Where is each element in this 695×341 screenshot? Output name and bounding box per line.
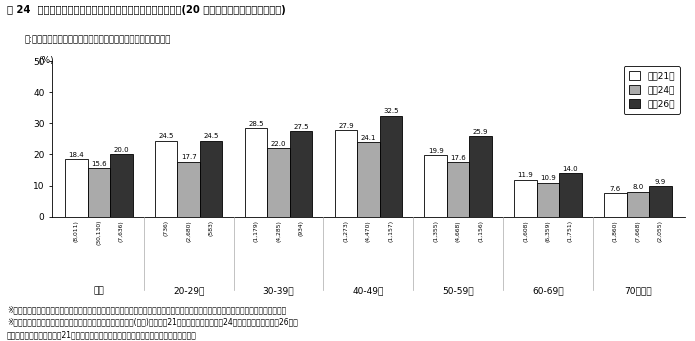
Text: 50-59歳: 50-59歳: [443, 286, 474, 295]
Text: (1,273): (1,273): [343, 220, 348, 242]
Text: (1,608): (1,608): [523, 220, 528, 242]
Bar: [200, 140, 222, 217]
Bar: [88, 168, 110, 217]
Legend: 平成21年, 平成24年, 平成26年: 平成21年, 平成24年, 平成26年: [623, 66, 680, 114]
Bar: [65, 160, 88, 217]
Text: (1,355): (1,355): [433, 220, 439, 242]
Text: 24.5: 24.5: [158, 133, 174, 139]
Bar: [245, 128, 268, 217]
Text: 24.1: 24.1: [361, 134, 376, 140]
Text: (1,860): (1,860): [613, 220, 618, 242]
Text: 図 24  睡眠で休養が十分にとれていない者の割合の年次比較(20 歳以上、男女計・年齢階級別): 図 24 睡眠で休養が十分にとれていない者の割合の年次比較(20 歳以上、男女計…: [7, 5, 286, 15]
Text: (6,359): (6,359): [546, 220, 550, 242]
Text: 22.0: 22.0: [271, 141, 286, 147]
Text: 25.9: 25.9: [473, 129, 489, 135]
Bar: [155, 140, 177, 217]
Text: 27.5: 27.5: [293, 124, 309, 130]
Text: 20.0: 20.0: [113, 147, 129, 153]
Text: 70歳以上: 70歳以上: [624, 286, 652, 295]
Text: 14.0: 14.0: [563, 166, 578, 172]
Text: 15.6: 15.6: [91, 161, 106, 167]
Text: 40-49歳: 40-49歳: [352, 286, 384, 295]
Text: 19.9: 19.9: [428, 148, 443, 153]
Text: ２１．７％であり、平成21年、２４年、２６年の推移でみると、有意に増加している。: ２１．７％であり、平成21年、２４年、２６年の推移でみると、有意に増加している。: [7, 330, 197, 339]
Text: 10.9: 10.9: [540, 176, 556, 181]
Bar: [649, 186, 671, 217]
Bar: [110, 154, 133, 217]
Text: (8,011): (8,011): [74, 220, 79, 242]
Text: ※年齢調整した、睡眠で休養が十分にとれていない者の割合(総数)は、平成21年で１９．４％、平成24年で１６．３％、平成26年で: ※年齢調整した、睡眠で休養が十分にとれていない者の割合(総数)は、平成21年で１…: [7, 318, 298, 327]
Text: ※「睡眠で休養が充分にとれていない者」とは、睡眠で休養が「あまりとれていない」又は「まったくとれていない」と回答した者。: ※「睡眠で休養が充分にとれていない者」とは、睡眠で休養が「あまりとれていない」又…: [7, 305, 286, 314]
Text: 11.9: 11.9: [518, 172, 534, 178]
Text: 7.6: 7.6: [610, 186, 621, 192]
Text: 9.9: 9.9: [655, 179, 666, 184]
Bar: [379, 116, 402, 217]
Bar: [559, 173, 582, 217]
Text: 30-39歳: 30-39歳: [263, 286, 294, 295]
Text: (7,636): (7,636): [119, 220, 124, 242]
Bar: [290, 131, 312, 217]
Text: 32.5: 32.5: [383, 108, 398, 115]
Text: (30,130): (30,130): [97, 220, 101, 246]
Bar: [177, 162, 200, 217]
Text: 17.6: 17.6: [450, 155, 466, 161]
Text: (%): (%): [38, 56, 54, 65]
Bar: [604, 193, 627, 217]
Text: 問:ここ１ヶ月間、あなたは睡眠で休養が充分とれていますか。: 問:ここ１ヶ月間、あなたは睡眠で休養が充分とれていますか。: [24, 36, 171, 45]
Text: 20-29歳: 20-29歳: [173, 286, 204, 295]
Text: (2,680): (2,680): [186, 220, 191, 242]
Bar: [357, 142, 379, 217]
Text: (4,668): (4,668): [456, 220, 461, 241]
Text: 60-69歳: 60-69歳: [532, 286, 564, 295]
Bar: [537, 183, 559, 217]
Bar: [425, 155, 447, 217]
Bar: [335, 130, 357, 217]
Bar: [447, 162, 469, 217]
Text: 総数: 総数: [93, 286, 104, 295]
Text: (736): (736): [164, 220, 169, 236]
Text: (2,055): (2,055): [658, 220, 663, 242]
Text: (7,668): (7,668): [635, 220, 640, 242]
Text: (583): (583): [208, 220, 213, 236]
Text: (934): (934): [298, 220, 304, 236]
Text: 28.5: 28.5: [248, 121, 264, 127]
Text: 8.0: 8.0: [632, 184, 644, 191]
Bar: [514, 180, 537, 217]
Text: (1,157): (1,157): [389, 220, 393, 242]
Text: (4,470): (4,470): [366, 220, 371, 242]
Text: (1,156): (1,156): [478, 220, 483, 242]
Bar: [469, 136, 492, 217]
Text: 17.7: 17.7: [181, 154, 197, 160]
Bar: [627, 192, 649, 217]
Text: 27.9: 27.9: [338, 123, 354, 129]
Text: (1,179): (1,179): [254, 220, 259, 242]
Text: 18.4: 18.4: [69, 152, 84, 158]
Bar: [268, 148, 290, 217]
Text: (4,285): (4,285): [276, 220, 281, 242]
Text: (1,751): (1,751): [568, 220, 573, 242]
Text: 24.5: 24.5: [204, 133, 219, 139]
